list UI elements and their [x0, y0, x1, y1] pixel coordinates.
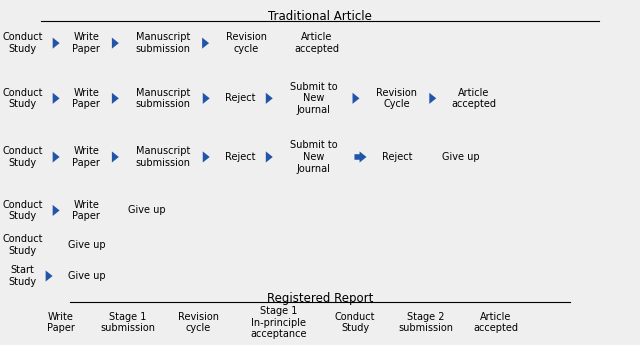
Text: Reject: Reject: [225, 93, 255, 103]
Text: Conduct
Study: Conduct Study: [2, 32, 43, 54]
Text: Reject: Reject: [381, 152, 412, 162]
Text: Article
accepted: Article accepted: [451, 88, 496, 109]
FancyArrowPatch shape: [112, 93, 119, 104]
Text: Give up: Give up: [68, 240, 105, 250]
Text: Conduct
Study: Conduct Study: [2, 200, 43, 221]
Text: Reject: Reject: [225, 152, 255, 162]
Text: Manuscript
submission: Manuscript submission: [136, 88, 191, 109]
FancyArrowPatch shape: [52, 151, 60, 162]
Text: Submit to
New
Journal: Submit to New Journal: [290, 140, 337, 174]
Text: Article
accepted: Article accepted: [294, 32, 339, 54]
Text: Revision
cycle: Revision cycle: [178, 312, 219, 333]
FancyArrowPatch shape: [52, 93, 60, 104]
Text: Conduct
Study: Conduct Study: [2, 234, 43, 256]
FancyArrowPatch shape: [203, 151, 210, 162]
Text: Traditional Article: Traditional Article: [268, 10, 372, 23]
FancyArrowPatch shape: [203, 93, 210, 104]
Text: Give up: Give up: [129, 206, 166, 215]
Text: Registered Report: Registered Report: [267, 292, 373, 305]
FancyArrowPatch shape: [45, 270, 52, 282]
Text: Submit to
New
Journal: Submit to New Journal: [290, 82, 337, 115]
FancyArrowPatch shape: [52, 205, 60, 216]
Text: Write
Paper: Write Paper: [72, 32, 100, 54]
FancyArrowPatch shape: [266, 151, 273, 162]
Text: Write
Paper: Write Paper: [47, 312, 75, 333]
Text: Revision
Cycle: Revision Cycle: [376, 88, 417, 109]
Text: Give up: Give up: [442, 152, 479, 162]
Text: Write
Paper: Write Paper: [72, 146, 100, 168]
FancyArrowPatch shape: [202, 38, 209, 49]
Text: Manuscript
submission: Manuscript submission: [136, 32, 191, 54]
FancyArrowPatch shape: [52, 38, 60, 49]
Text: Conduct
Study: Conduct Study: [2, 146, 43, 168]
Text: Start
Study: Start Study: [8, 265, 36, 287]
Text: Revision
cycle: Revision cycle: [226, 32, 267, 54]
Text: Give up: Give up: [68, 271, 105, 281]
Text: Stage 1
In-principle
acceptance: Stage 1 In-principle acceptance: [250, 306, 307, 339]
FancyArrowPatch shape: [353, 93, 360, 104]
Text: Stage 1
submission: Stage 1 submission: [100, 312, 156, 333]
Text: Conduct
Study: Conduct Study: [335, 312, 376, 333]
FancyArrowPatch shape: [112, 38, 119, 49]
Text: Manuscript
submission: Manuscript submission: [136, 146, 191, 168]
FancyArrowPatch shape: [266, 93, 273, 104]
FancyArrowPatch shape: [429, 93, 436, 104]
Text: Write
Paper: Write Paper: [72, 88, 100, 109]
Text: Write
Paper: Write Paper: [72, 200, 100, 221]
Text: Stage 2
submission: Stage 2 submission: [398, 312, 453, 333]
FancyArrowPatch shape: [355, 151, 367, 162]
Text: Article
accepted: Article accepted: [474, 312, 518, 333]
Text: Conduct
Study: Conduct Study: [2, 88, 43, 109]
FancyArrowPatch shape: [112, 151, 119, 162]
